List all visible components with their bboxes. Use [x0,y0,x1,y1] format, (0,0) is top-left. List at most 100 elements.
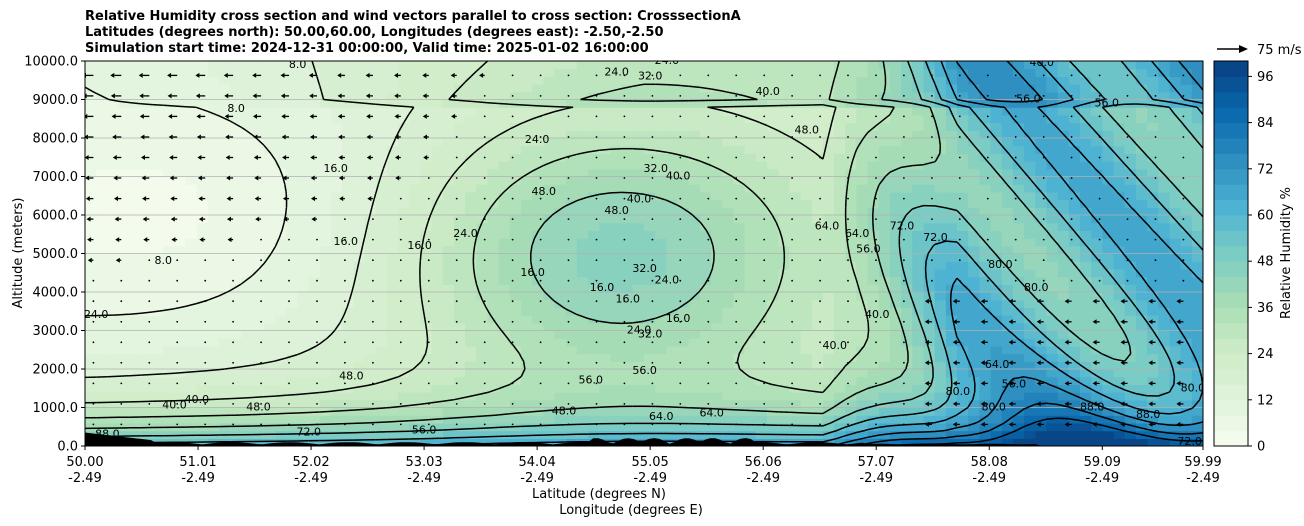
humidity-cell [1180,238,1193,247]
humidity-cell [1113,253,1126,262]
humidity-cell [129,245,142,255]
humidity-cell [1102,207,1115,216]
humidity-cell [644,207,656,216]
humidity-cell [554,61,567,70]
humidity-cell [219,315,231,324]
humidity-cell [1147,215,1159,224]
humidity-cell [319,369,332,378]
humidity-cell [1191,253,1203,262]
humidity-cell [319,292,332,301]
humidity-cell [666,322,679,332]
humidity-cell [677,307,690,316]
humidity-cell [1046,422,1059,432]
humidity-cell [744,207,757,216]
humidity-cell [487,245,500,255]
humidity-cell [945,430,958,439]
humidity-cell [1057,292,1070,301]
humidity-cell [800,253,813,262]
humidity-cell [688,315,701,324]
humidity-cell [1046,376,1059,385]
humidity-cell [297,91,310,101]
humidity-cell [1135,315,1148,324]
humidity-cell [286,161,298,170]
humidity-cell [342,191,354,201]
humidity-cell [576,176,589,185]
humidity-cell [174,261,187,270]
humidity-cell [152,230,164,239]
humidity-cell [565,122,578,131]
humidity-cell [789,338,802,347]
humidity-cell [196,284,209,293]
humidity-cell [945,76,958,85]
humidity-cell [453,230,466,239]
humidity-cell [666,369,679,378]
humidity-cell [353,184,366,193]
humidity-cell [1035,422,1048,432]
humidity-cell [521,230,533,239]
humidity-cell [711,307,723,316]
humidity-cell [353,114,366,124]
humidity-cell [319,399,332,409]
humidity-cell [565,153,578,162]
humidity-cell [822,430,835,439]
humidity-cell [666,299,679,308]
humidity-cell [1080,145,1092,154]
humidity-cell [241,392,254,401]
humidity-cell [1001,207,1014,216]
humidity-cell [275,315,287,324]
humidity-cell [498,276,511,285]
humidity-cell [1035,76,1048,85]
humidity-cell [1113,91,1126,101]
humidity-cell [386,292,399,301]
humidity-cell [476,315,489,324]
humidity-cell [576,191,589,201]
humidity-cell [621,376,634,385]
humidity-cell [789,184,802,193]
humidity-cell [196,199,209,208]
humidity-cell [275,107,287,116]
humidity-cell [901,130,913,139]
humidity-cell [834,407,846,416]
humidity-cell [1046,191,1059,201]
humidity-cell [890,68,902,77]
humidity-cell [711,76,723,85]
humidity-cell [1012,245,1025,255]
humidity-cell [1068,299,1081,308]
humidity-cell [498,91,511,101]
humidity-cell [834,176,846,185]
humidity-cell [1135,161,1148,170]
humidity-cell [878,215,891,224]
humidity-cell [901,168,913,178]
humidity-cell [219,238,231,247]
humidity-cell [890,222,902,231]
humidity-cell [230,361,243,370]
humidity-cell [1113,184,1126,193]
humidity-cell [979,292,992,301]
humidity-cell [498,307,511,316]
humidity-cell [711,422,723,432]
humidity-cell [1147,184,1159,193]
humidity-cell [711,238,723,247]
humidity-cell [878,184,891,193]
humidity-cell [845,338,857,347]
humidity-cell [409,369,421,378]
humidity-cell [990,230,1003,239]
humidity-cell [364,268,377,278]
humidity-cell [1024,330,1036,339]
humidity-cell [845,284,857,293]
humidity-cell [118,330,131,339]
humidity-cell [554,268,567,278]
humidity-cell [588,122,600,131]
humidity-cell [912,191,925,201]
humidity-cell [509,215,522,224]
humidity-cell [96,315,108,324]
humidity-cell [621,168,634,178]
humidity-cell [901,215,913,224]
humidity-cell [398,122,410,131]
humidity-cell [688,99,701,108]
humidity-cell [1147,268,1159,278]
humidity-cell [85,422,97,432]
humidity-cell [890,245,902,255]
humidity-cell [85,122,97,131]
humidity-cell [610,84,623,93]
